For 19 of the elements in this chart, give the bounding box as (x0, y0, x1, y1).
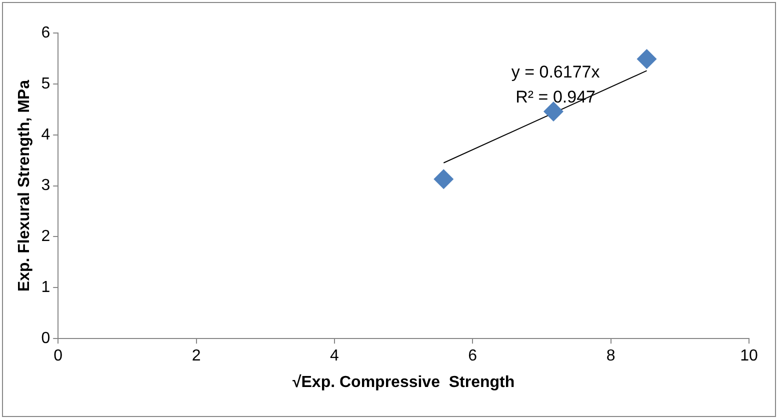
x-tick-label: 6 (468, 348, 478, 365)
annotation: y = 0.6177x (511, 62, 600, 82)
y-axis-title: Exp. Flexural Strength, MPa (16, 80, 34, 292)
x-tick-label: 0 (54, 348, 63, 365)
x-axis-title: √Exp. Compressive Strength (292, 374, 515, 391)
y-tick-label: 6 (41, 24, 50, 42)
point (543, 101, 564, 122)
y-tick-label: 0 (41, 330, 50, 348)
y-tick-label: 2 (41, 228, 50, 246)
y-tick-label: 3 (41, 177, 50, 194)
y-tick-label: 5 (41, 75, 50, 92)
x-tick-label: 2 (192, 348, 201, 365)
y-tick-label: 4 (41, 126, 50, 144)
x-tick-label: 4 (330, 348, 340, 365)
x-tick-label: 10 (740, 348, 758, 365)
x-tick-label: 8 (606, 348, 616, 365)
point (434, 169, 454, 190)
point (636, 48, 657, 69)
y-tick-label: 1 (41, 279, 50, 296)
